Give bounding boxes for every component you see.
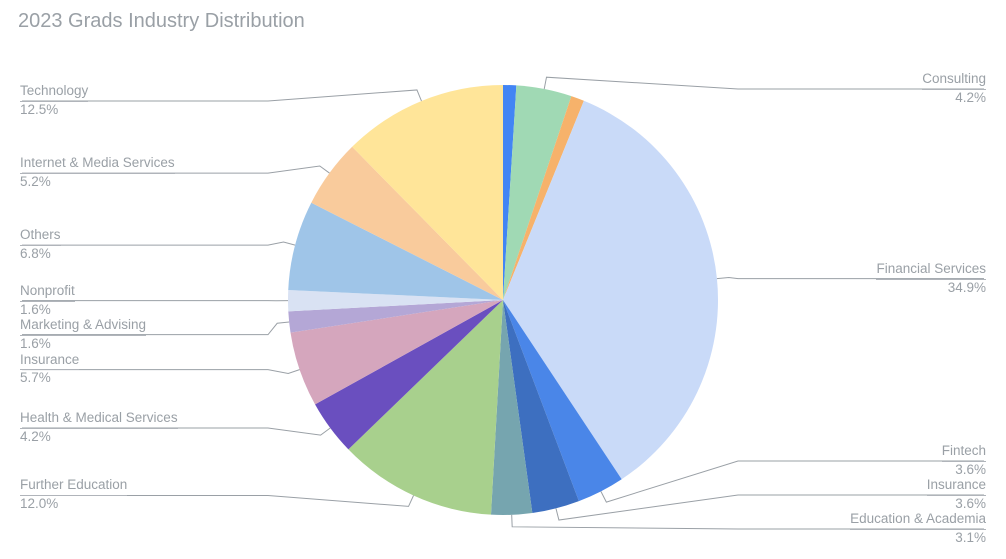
slice-further-edu-pct: 12.0% (20, 496, 127, 513)
slice-internet-label-text: Internet & Media Services (20, 155, 175, 174)
slice-insurance-r-label-text: Insurance (927, 477, 986, 496)
slice-further-edu-label: Further Education12.0% (20, 477, 127, 513)
slice-consulting-leader (544, 77, 984, 89)
slice-internet-label: Internet & Media Services5.2% (20, 155, 175, 191)
slice-financial-pct: 34.9% (876, 280, 986, 297)
slice-marketing-pct: 1.6% (20, 336, 146, 353)
slice-others-leader (22, 242, 295, 245)
slice-health-pct: 4.2% (20, 429, 178, 446)
slice-insurance-r-label: Insurance3.6% (927, 477, 986, 513)
slice-others-pct: 6.8% (20, 246, 61, 263)
slice-edu-academia-label-text: Education & Academia (850, 511, 986, 530)
chart-container: 2023 Grads Industry Distribution Consult… (0, 0, 1006, 559)
slice-edu-academia-pct: 3.1% (850, 530, 986, 547)
slice-others-label: Others6.8% (20, 227, 61, 263)
slice-financial-label-text: Financial Services (876, 261, 986, 280)
slice-consulting-label-text: Consulting (922, 71, 986, 90)
slice-nonprofit-label: Nonprofit1.6% (20, 283, 75, 319)
slice-fintech-label: Fintech3.6% (942, 443, 986, 479)
slice-consulting-label: Consulting4.2% (922, 71, 986, 107)
slice-technology-label: Technology12.5% (20, 83, 88, 119)
slice-insurance-l-label-text: Insurance (20, 352, 79, 371)
slice-insurance-l-label: Insurance5.7% (20, 352, 79, 388)
slice-fintech-label-text: Fintech (942, 443, 986, 462)
slice-internet-pct: 5.2% (20, 174, 175, 191)
slice-marketing-label-text: Marketing & Advising (20, 317, 146, 336)
slice-consulting-pct: 4.2% (922, 90, 986, 107)
slice-marketing-label: Marketing & Advising1.6% (20, 317, 146, 353)
slice-others-label-text: Others (20, 227, 61, 246)
slice-financial-label: Financial Services34.9% (876, 261, 986, 297)
slice-health-label-text: Health & Medical Services (20, 410, 178, 429)
slice-technology-pct: 12.5% (20, 102, 88, 119)
slice-edu-academia-label: Education & Academia3.1% (850, 511, 986, 547)
slice-technology-label-text: Technology (20, 83, 88, 102)
slice-insurance-l-pct: 5.7% (20, 370, 79, 387)
slice-further-edu-label-text: Further Education (20, 477, 127, 496)
pie-chart (0, 0, 1006, 559)
slice-health-label: Health & Medical Services4.2% (20, 410, 178, 446)
slice-nonprofit-label-text: Nonprofit (20, 283, 75, 302)
